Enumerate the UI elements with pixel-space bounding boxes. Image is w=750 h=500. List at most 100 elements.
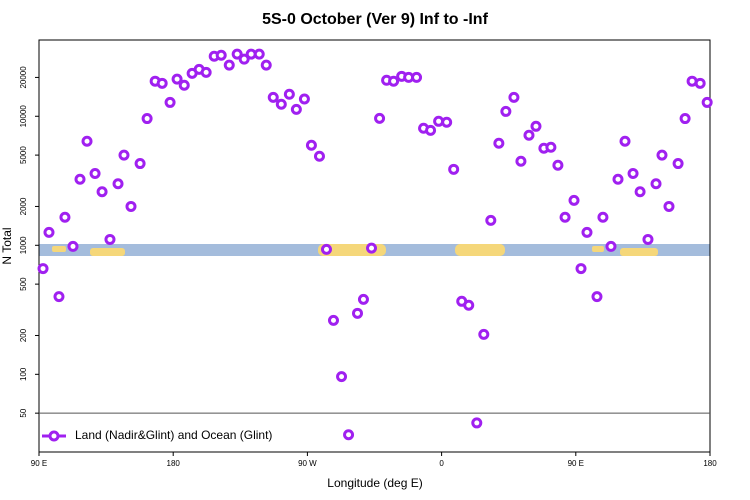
- x-tick-label: 90 E: [31, 459, 47, 468]
- point: [559, 211, 571, 223]
- point: [515, 155, 527, 167]
- x-tick-label: 180: [167, 459, 181, 468]
- point: [156, 77, 168, 89]
- point: [37, 263, 49, 275]
- point: [485, 214, 497, 226]
- point: [231, 48, 243, 60]
- point: [260, 59, 272, 71]
- x-tick-label: 0: [439, 459, 444, 468]
- point: [89, 168, 101, 180]
- point: [298, 93, 310, 105]
- point: [581, 226, 593, 238]
- x-tick-label: 180: [703, 459, 717, 468]
- y-tick-label: 2000: [19, 197, 28, 215]
- point: [575, 263, 587, 275]
- point: [112, 178, 124, 190]
- point: [215, 49, 227, 61]
- point: [612, 173, 624, 185]
- point: [642, 233, 654, 245]
- plot-frame: [38, 39, 711, 453]
- point: [634, 186, 646, 198]
- point: [694, 77, 706, 89]
- point: [141, 113, 153, 125]
- y-tick-label: 500: [19, 277, 28, 291]
- point: [448, 163, 460, 175]
- y-tick-label: 20000: [19, 66, 28, 89]
- point: [605, 240, 617, 252]
- point: [366, 242, 378, 254]
- point: [125, 200, 137, 212]
- point: [290, 103, 302, 115]
- point: [43, 226, 55, 238]
- y-tick-label: 200: [19, 328, 28, 342]
- point: [275, 98, 287, 110]
- point: [171, 73, 183, 85]
- point: [238, 53, 250, 65]
- point: [500, 105, 512, 117]
- y-tick-label: 10000: [19, 105, 28, 128]
- point: [253, 48, 265, 60]
- point: [336, 371, 348, 383]
- chart-title: 5S-0 October (Ver 9) Inf to -Inf: [262, 11, 488, 28]
- point: [471, 417, 483, 429]
- y-tick-label: 50: [19, 408, 28, 417]
- point: [530, 120, 542, 132]
- point: [134, 158, 146, 170]
- land-patch: [592, 246, 604, 252]
- point: [478, 328, 490, 340]
- point: [283, 88, 295, 100]
- land-patch: [620, 248, 658, 256]
- point: [411, 71, 423, 83]
- point: [656, 149, 668, 161]
- land-patch: [52, 246, 66, 252]
- x-axis-label: Longitude (deg E): [327, 476, 422, 490]
- point: [388, 75, 400, 87]
- point: [104, 233, 116, 245]
- land-patch: [90, 248, 125, 256]
- point: [178, 79, 190, 91]
- point: [523, 129, 535, 141]
- legend-swatch-marker: [48, 430, 60, 442]
- point: [59, 211, 71, 223]
- point: [343, 429, 355, 441]
- point: [663, 200, 675, 212]
- point: [352, 307, 364, 319]
- point: [463, 299, 475, 311]
- point: [200, 66, 212, 78]
- land-patch: [455, 244, 505, 256]
- point: [267, 91, 279, 103]
- point: [53, 291, 65, 303]
- y-axis-label: N Total: [0, 227, 14, 264]
- point: [81, 135, 93, 147]
- point: [568, 194, 580, 206]
- point: [441, 116, 453, 128]
- point: [701, 96, 713, 108]
- point: [508, 91, 520, 103]
- point: [493, 137, 505, 149]
- y-tick-label: 1000: [19, 236, 28, 254]
- point: [305, 139, 317, 151]
- point: [627, 168, 639, 180]
- point: [597, 211, 609, 223]
- point: [320, 243, 332, 255]
- point: [545, 141, 557, 153]
- point: [672, 158, 684, 170]
- x-tick-label: 90 E: [568, 459, 584, 468]
- point: [357, 293, 369, 305]
- point: [74, 173, 86, 185]
- point: [650, 178, 662, 190]
- legend-label: Land (Nadir&Glint) and Ocean (Glint): [75, 428, 272, 442]
- point: [313, 150, 325, 162]
- point: [327, 314, 339, 326]
- point: [619, 135, 631, 147]
- point: [679, 113, 691, 125]
- point: [96, 186, 108, 198]
- point: [425, 124, 437, 136]
- point: [164, 96, 176, 108]
- point: [591, 291, 603, 303]
- point: [118, 149, 130, 161]
- point: [67, 240, 79, 252]
- y-tick-label: 100: [19, 367, 28, 381]
- point: [223, 59, 235, 71]
